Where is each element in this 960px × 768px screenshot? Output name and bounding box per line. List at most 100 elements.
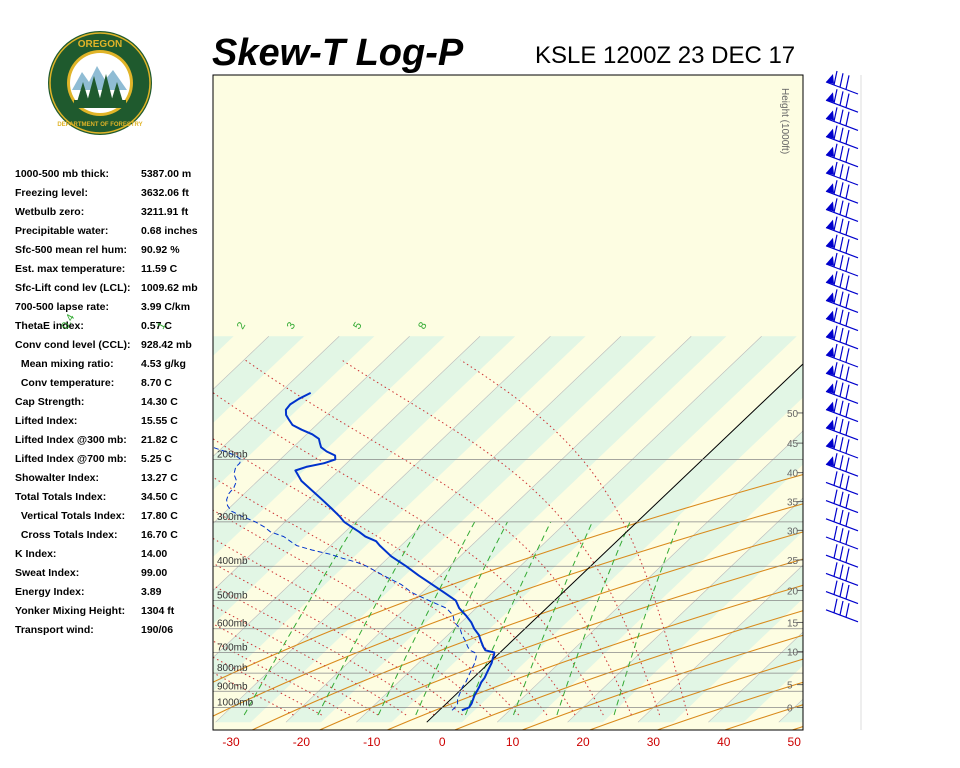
wind-barb-flag	[845, 239, 850, 254]
wind-barb-flag	[833, 307, 838, 322]
wind-barb-pennant	[826, 74, 834, 84]
wind-barb	[825, 307, 859, 332]
wind-barb-flag	[845, 184, 850, 199]
wind-barb-pennant	[826, 219, 834, 230]
stat-label: Sweat Index:	[15, 567, 80, 579]
mixing-ratio-line	[613, 521, 680, 716]
wind-barb-flag	[845, 566, 850, 581]
wind-barb	[825, 89, 859, 113]
isotherm-line	[0, 336, 128, 722]
wind-barb-flag	[845, 584, 850, 600]
wind-barb-flag	[839, 582, 844, 597]
isotherm-band	[213, 336, 586, 692]
stat-label: 1000-500 mb thick:	[15, 168, 109, 180]
wind-barb-pennant	[826, 201, 834, 212]
stat-value: 14.00	[141, 548, 168, 560]
dry-adiabat-line	[453, 610, 803, 730]
wind-barb	[825, 471, 859, 495]
dry-adiabat-line	[385, 584, 803, 730]
wind-barb-flag	[839, 164, 844, 179]
wind-barb	[825, 180, 859, 204]
isotherm-band	[213, 336, 304, 423]
height-tick-label: 50	[787, 409, 799, 420]
wind-barb-staff	[825, 208, 859, 222]
wind-barb-flag	[845, 166, 850, 181]
height-tick-label: 35	[787, 498, 799, 509]
mixing-ratio-label: 8	[416, 320, 429, 331]
mixing-ratio-line	[415, 521, 508, 716]
wind-barb	[825, 271, 859, 295]
height-tick-label: 30	[787, 526, 799, 537]
isotherm-line	[356, 336, 762, 723]
moist-adiabat-line	[213, 604, 407, 716]
wind-barb	[825, 343, 859, 368]
wind-barb-flag	[833, 216, 838, 231]
wind-barb-flag	[833, 544, 838, 559]
wind-barb-flag	[845, 148, 850, 163]
mixing-ratio-label: 2	[235, 320, 248, 331]
stat-value: 0.68 inches	[141, 225, 198, 237]
wind-barb-flag	[833, 107, 838, 122]
stat-label: Showalter Index:	[15, 472, 100, 484]
wind-barb-flag	[845, 202, 850, 217]
wind-barb-flag	[839, 473, 844, 488]
stat-label: K Index:	[15, 548, 57, 560]
wind-barb	[825, 143, 859, 168]
wind-barb-staff	[825, 281, 859, 295]
wind-barb-flag	[833, 471, 838, 486]
temperature-tick-label: 20	[576, 735, 590, 749]
wind-barb-staff	[825, 172, 859, 186]
wind-barb	[825, 544, 859, 568]
wind-barb-flag	[833, 234, 838, 249]
wind-barb-pennant	[826, 456, 834, 467]
wind-barb-flag	[839, 346, 844, 361]
wind-barb-flag	[833, 325, 838, 340]
wind-barb-flag	[845, 512, 850, 527]
wind-barb	[825, 125, 859, 150]
stat-value: 5.25 C	[141, 453, 172, 465]
stat-label: Conv cond level (CCL):	[15, 339, 131, 351]
stat-label: 700-500 lapse rate:	[15, 301, 109, 313]
wind-barb	[825, 416, 859, 441]
dry-adiabat-line	[213, 474, 803, 683]
wind-barb-pennant	[826, 292, 834, 303]
wind-barb-flag	[839, 600, 844, 616]
wind-barb-pennant	[826, 383, 834, 394]
isobar-label: 800mb	[217, 663, 248, 674]
dry-adiabat-line	[250, 531, 803, 730]
dewpoint-trace	[213, 446, 477, 711]
wind-barb-flag	[839, 455, 844, 470]
wind-barb-staff	[825, 136, 859, 150]
mixing-ratio-line	[464, 521, 552, 716]
isotherm-band	[213, 336, 445, 558]
isotherm-line	[0, 336, 198, 722]
dry-adiabat-line	[213, 503, 803, 717]
wind-barb-pennant	[826, 237, 834, 248]
wind-barb-flag	[833, 271, 838, 286]
moist-adiabat-line	[213, 562, 463, 716]
wind-barb-staff	[825, 445, 859, 459]
wind-barb-staff	[825, 609, 859, 623]
wind-barb-flag	[845, 93, 850, 108]
wind-barb	[825, 453, 859, 477]
isotherm-line	[849, 336, 960, 722]
wind-barb-flag	[845, 111, 850, 126]
oregon-department-of-forestry-logo: OREGON DEPARTMENT OF FORESTRY	[48, 31, 152, 135]
isotherm-line	[213, 336, 551, 659]
height-tick-label: 15	[787, 618, 799, 629]
plot-area	[0, 60, 960, 750]
wind-barb	[825, 198, 859, 222]
wind-barb-pennant	[826, 110, 834, 121]
wind-barb-staff	[825, 500, 859, 514]
chart-subtitle: KSLE 1200Z 23 DEC 17	[535, 42, 796, 69]
wind-barb-pennant	[826, 256, 834, 266]
wind-barb-flag	[833, 489, 838, 504]
wind-barb-flag	[845, 275, 850, 290]
temperature-tick-label: 10	[506, 735, 520, 749]
wind-barb-staff	[825, 372, 859, 386]
stat-value: 5387.00 m	[141, 168, 192, 180]
wind-barb-flag	[839, 546, 844, 561]
dry-adiabat-line	[927, 60, 960, 750]
wind-barb-flag	[839, 236, 844, 252]
stat-label: Lifted Index:	[15, 415, 78, 427]
